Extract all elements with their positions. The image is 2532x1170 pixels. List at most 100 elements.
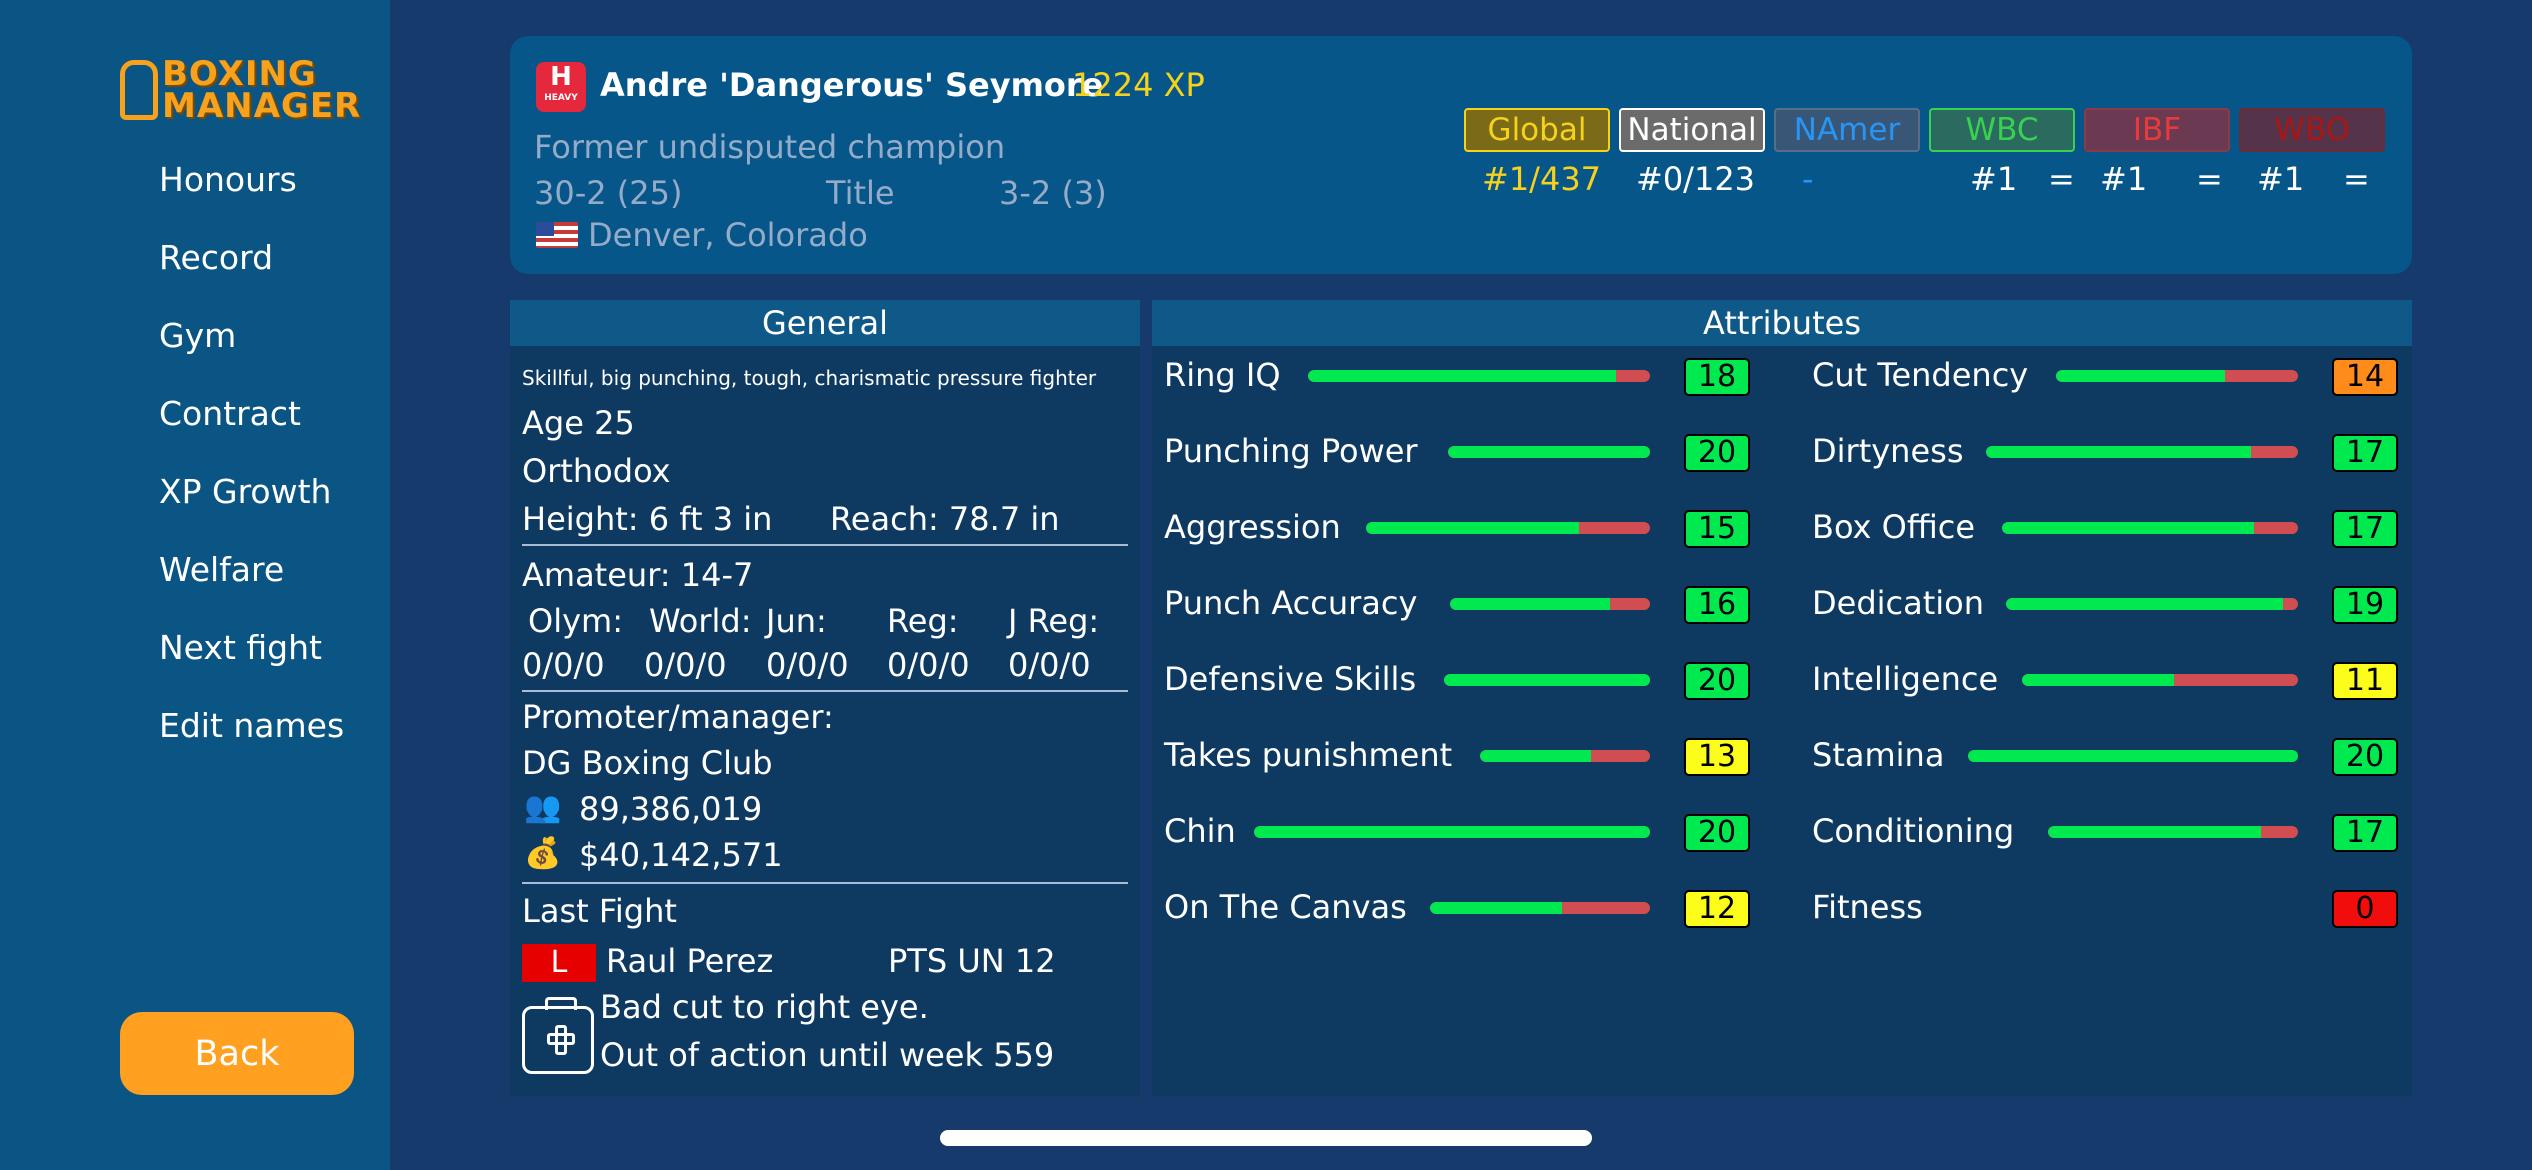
attr-bar-conditioning bbox=[2048, 826, 2298, 838]
ranking-tag-national[interactable]: National bbox=[1619, 108, 1765, 152]
last-opponent[interactable]: Raul Perez bbox=[606, 942, 774, 980]
attr-value-intelligence[interactable]: 11 bbox=[2332, 662, 2398, 700]
height: Height: 6 ft 3 in bbox=[522, 500, 773, 538]
attr-label-punching-power: Punching Power bbox=[1164, 432, 1418, 470]
attr-value-dirtyness[interactable]: 17 bbox=[2332, 434, 2398, 472]
ranking-tag-wbo[interactable]: WBO bbox=[2239, 108, 2385, 152]
sidebar: BOXING MANAGER Honours Record Gym Contra… bbox=[0, 0, 390, 1170]
attr-value-aggression[interactable]: 15 bbox=[1684, 510, 1750, 548]
money-bag-icon: 💰 bbox=[524, 836, 562, 871]
amateur-jreg-value: 0/0/0 bbox=[1008, 646, 1091, 684]
last-fight-label: Last Fight bbox=[522, 892, 677, 930]
attr-bar-on-the-canvas bbox=[1430, 902, 1650, 914]
attr-value-chin[interactable]: 20 bbox=[1684, 814, 1750, 852]
injury-description: Bad cut to right eye. bbox=[600, 988, 929, 1026]
ranking-value-global: #1/437 bbox=[1482, 160, 1602, 198]
attr-label-takes-punishment: Takes punishment bbox=[1164, 736, 1453, 774]
divider bbox=[522, 882, 1128, 884]
attr-bar-punching-power bbox=[1448, 446, 1650, 458]
attr-label-cut-tendency: Cut Tendency bbox=[1812, 356, 2029, 394]
amateur-jreg-label: J Reg: bbox=[1008, 602, 1100, 640]
ranking-value-ibf: #1 bbox=[2100, 160, 2148, 198]
attr-bar-dedication bbox=[2006, 598, 2298, 610]
sidebar-item-record[interactable]: Record bbox=[159, 238, 274, 277]
sidebar-item-contract[interactable]: Contract bbox=[159, 394, 301, 433]
sidebar-item-gym[interactable]: Gym bbox=[159, 316, 237, 355]
last-fight-method: PTS UN 12 bbox=[888, 942, 1056, 980]
title-record: 3-2 (3) bbox=[999, 174, 1107, 212]
attr-value-punching-power[interactable]: 20 bbox=[1684, 434, 1750, 472]
attr-bar-chin bbox=[1254, 826, 1650, 838]
weight-badge-letter: H bbox=[550, 62, 572, 92]
xp-value: 1224 XP bbox=[1072, 66, 1205, 104]
attr-bar-defensive-skills bbox=[1444, 674, 1650, 686]
general-title: General bbox=[510, 300, 1140, 346]
sidebar-item-honours[interactable]: Honours bbox=[159, 160, 297, 199]
boxer-name: Andre 'Dangerous' Seymore bbox=[600, 66, 1104, 104]
amateur-olym-label: Olym: bbox=[528, 602, 623, 640]
attr-value-stamina[interactable]: 20 bbox=[2332, 738, 2398, 776]
promoter-label: Promoter/manager: bbox=[522, 698, 834, 736]
attr-value-cut-tendency[interactable]: 14 bbox=[2332, 358, 2398, 396]
attr-bar-cut-tendency bbox=[2056, 370, 2298, 382]
attr-value-box-office[interactable]: 17 bbox=[2332, 510, 2398, 548]
ranking-eq-wbc: = bbox=[2048, 160, 2075, 198]
attr-value-conditioning[interactable]: 17 bbox=[2332, 814, 2398, 852]
fans-count: 89,386,019 bbox=[579, 790, 763, 828]
attr-bar-fill-dedication bbox=[2006, 598, 2284, 610]
attr-bar-fill-on-the-canvas bbox=[1430, 902, 1562, 914]
ranking-value-wbc: #1 bbox=[1970, 160, 2018, 198]
attr-bar-fill-defensive-skills bbox=[1444, 674, 1650, 686]
attr-value-punch-accuracy[interactable]: 16 bbox=[1684, 586, 1750, 624]
promoter-name[interactable]: DG Boxing Club bbox=[522, 744, 773, 782]
weight-class-badge: H HEAVY bbox=[536, 62, 586, 112]
attr-bar-fill-ring-iq bbox=[1308, 370, 1616, 382]
attr-label-stamina: Stamina bbox=[1812, 736, 1945, 774]
attr-bar-takes-punishment bbox=[1480, 750, 1650, 762]
attr-label-punch-accuracy: Punch Accuracy bbox=[1164, 584, 1418, 622]
attr-bar-fill-conditioning bbox=[2048, 826, 2261, 838]
attr-label-dirtyness: Dirtyness bbox=[1812, 432, 1964, 470]
attr-label-dedication: Dedication bbox=[1812, 584, 1985, 622]
attr-bar-intelligence bbox=[2022, 674, 2298, 686]
attr-bar-fill-chin bbox=[1254, 826, 1650, 838]
attr-value-on-the-canvas[interactable]: 12 bbox=[1684, 890, 1750, 928]
ranking-tag-global[interactable]: Global bbox=[1464, 108, 1610, 152]
ranking-tag-ibf[interactable]: IBF bbox=[2084, 108, 2230, 152]
sidebar-item-xp-growth[interactable]: XP Growth bbox=[159, 472, 332, 511]
sidebar-item-welfare[interactable]: Welfare bbox=[159, 550, 285, 589]
reach: Reach: 78.7 in bbox=[830, 500, 1060, 538]
attr-value-fitness[interactable]: 0 bbox=[2332, 890, 2398, 928]
amateur-world-value: 0/0/0 bbox=[644, 646, 727, 684]
ranking-tag-namer[interactable]: NAmer bbox=[1774, 108, 1920, 152]
attr-bar-fill-punch-accuracy bbox=[1450, 598, 1610, 610]
back-button[interactable]: Back bbox=[120, 1012, 354, 1095]
attr-value-dedication[interactable]: 19 bbox=[2332, 586, 2398, 624]
ranking-tag-wbc[interactable]: WBC bbox=[1929, 108, 2075, 152]
attr-value-takes-punishment[interactable]: 13 bbox=[1684, 738, 1750, 776]
divider bbox=[522, 690, 1128, 692]
attr-value-ring-iq[interactable]: 18 bbox=[1684, 358, 1750, 396]
boxer-status: Former undisputed champion bbox=[534, 128, 1006, 166]
attributes-panel: Attributes Ring IQ 18 Punching Power 20 Aggr… bbox=[1152, 300, 2412, 1096]
home-indicator[interactable] bbox=[940, 1130, 1592, 1146]
attr-bar-fill-cut-tendency bbox=[2056, 370, 2226, 382]
ranking-value-namer: - bbox=[1802, 160, 1814, 198]
pro-record: 30-2 (25) bbox=[534, 174, 683, 212]
attr-bar-fill-stamina bbox=[1968, 750, 2298, 762]
sidebar-item-next-fight[interactable]: Next fight bbox=[159, 628, 322, 667]
attr-bar-stamina bbox=[1968, 750, 2298, 762]
attr-value-defensive-skills[interactable]: 20 bbox=[1684, 662, 1750, 700]
title-label: Title bbox=[826, 174, 895, 212]
attr-bar-fill-dirtyness bbox=[1986, 446, 2252, 458]
attr-label-defensive-skills: Defensive Skills bbox=[1164, 660, 1417, 698]
attr-bar-fill-box-office bbox=[2002, 522, 2254, 534]
stance: Orthodox bbox=[522, 452, 671, 490]
boxing-manager-logo: BOXING MANAGER bbox=[120, 57, 360, 124]
attr-label-fitness: Fitness bbox=[1812, 888, 1923, 926]
attr-bar-fill-takes-punishment bbox=[1480, 750, 1591, 762]
amateur-jun-label: Jun: bbox=[766, 602, 827, 640]
attr-label-intelligence: Intelligence bbox=[1812, 660, 1999, 698]
sidebar-item-edit-names[interactable]: Edit names bbox=[159, 706, 345, 745]
attr-label-ring-iq: Ring IQ bbox=[1164, 356, 1281, 394]
